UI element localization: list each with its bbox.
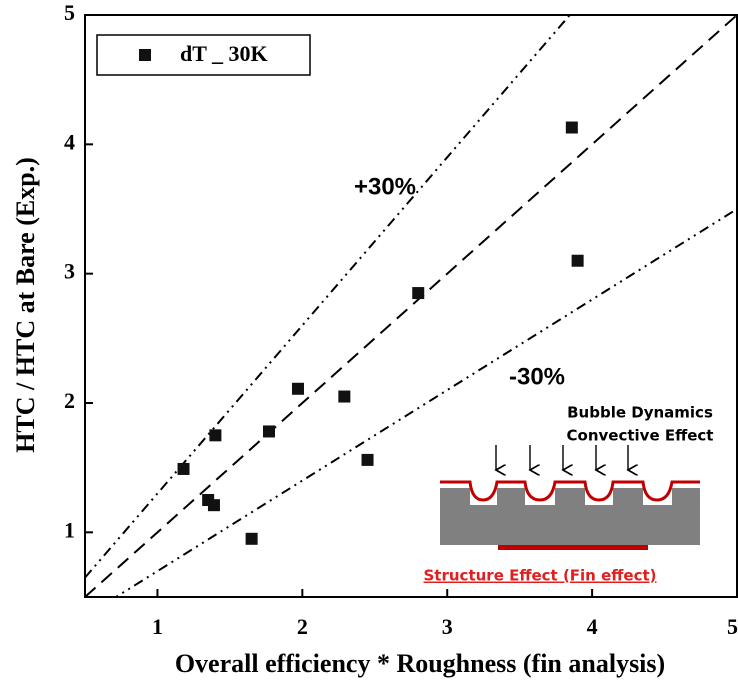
marker [338,390,351,403]
arrows [496,445,628,470]
reference-line [85,15,572,579]
reference-line [114,208,737,597]
marker [245,532,258,545]
bubble-layer [440,480,700,502]
marker [571,254,584,267]
marker [291,382,304,395]
annotation: -30% [509,363,565,390]
reference-lines [85,15,737,597]
marker [209,429,222,442]
annotation: +30% [354,173,416,200]
x-tick-label: 5 [727,614,738,639]
x-tick-label: 2 [297,614,308,639]
fin-bar [498,545,648,550]
annotation: Structure Effect (Fin effect) [424,567,657,585]
y-tick-label: 2 [64,388,75,413]
x-tick-label: 1 [152,614,163,639]
fin-block [440,488,700,545]
y-tick-label: 1 [64,517,75,542]
x-axis-title: Overall efficiency * Roughness (fin anal… [175,649,665,678]
annotation: Convective Effect [567,427,714,445]
annotation: Bubble Dynamics [567,404,713,422]
y-axis-title: HTC / HTC at Bare (Exp.) [11,157,40,453]
plot-frame [84,14,738,598]
marker [565,121,578,134]
marker [177,462,190,475]
x-tick-label: 3 [442,614,453,639]
marker [412,287,425,300]
marker [207,499,220,512]
reference-line [85,15,737,597]
y-tick-label: 5 [64,0,75,25]
legend-box [96,34,311,76]
y-tick-label: 4 [64,129,75,154]
inset-diagram: Bubble Dynamics Convective Effect Struct… [424,404,714,585]
legend-marker [139,49,151,61]
marker [361,453,374,466]
y-tick-label: 3 [64,259,75,284]
marker [263,425,276,438]
legend-label: dT _ 30K [180,41,268,66]
x-tick-label: 4 [587,614,598,639]
